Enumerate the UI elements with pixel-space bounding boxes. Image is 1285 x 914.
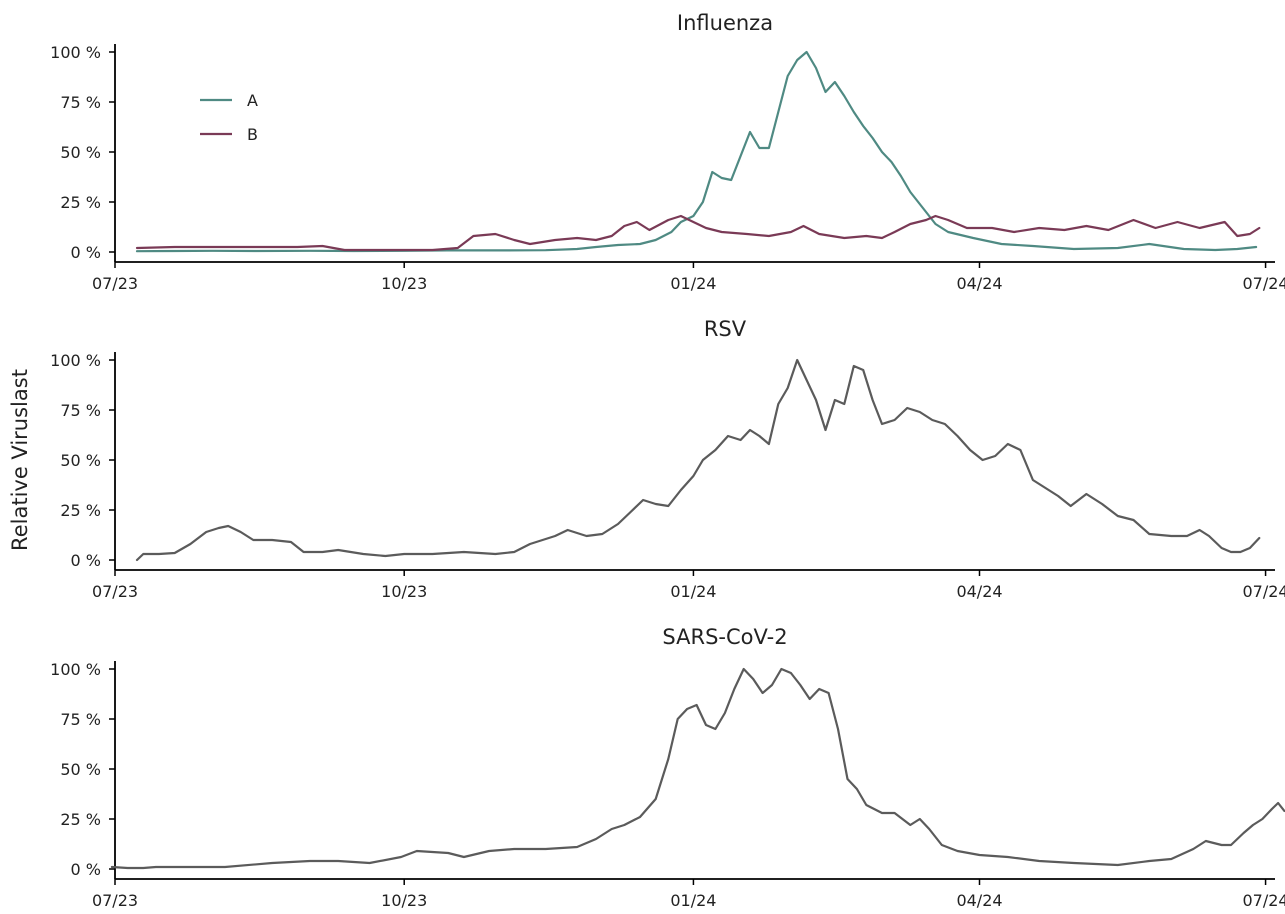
y-tick-label: 50 %	[60, 143, 101, 162]
y-axis-label: Relative Viruslast	[8, 369, 32, 551]
x-tick-label: 07/23	[92, 582, 138, 601]
y-tick-label: 75 %	[60, 93, 101, 112]
x-tick-label: 01/24	[670, 582, 716, 601]
y-tick-label: 75 %	[60, 401, 101, 420]
series-line-a	[135, 50, 1258, 253]
panel-title: Influenza	[677, 11, 773, 35]
y-tick-label: 50 %	[60, 451, 101, 470]
y-tick-label: 100 %	[50, 43, 101, 62]
series-line	[135, 358, 1261, 562]
panel-title: SARS-CoV-2	[662, 625, 787, 649]
x-tick-label: 07/23	[92, 891, 138, 910]
y-tick-label: 0 %	[71, 243, 101, 262]
y-tick-label: 100 %	[50, 660, 101, 679]
x-tick-label: 07/24	[1243, 891, 1285, 910]
x-tick-label: 07/24	[1243, 582, 1285, 601]
y-tick-label: 0 %	[71, 860, 101, 879]
x-tick-label: 01/24	[670, 891, 716, 910]
x-tick-label: 10/23	[381, 891, 427, 910]
x-tick-label: 07/24	[1243, 274, 1285, 293]
legend-label: B	[247, 125, 258, 144]
x-tick-label: 04/24	[956, 274, 1002, 293]
y-tick-label: 75 %	[60, 710, 101, 729]
x-tick-label: 04/24	[956, 582, 1002, 601]
series-line-b	[135, 214, 1261, 252]
panel-2: RSV 0 % 25 % 50 % 75 % 100 % 07/23 10/23 01/24 04…	[50, 317, 1285, 601]
y-tick-label: 25 %	[60, 193, 101, 212]
y-tick-label: 25 %	[60, 501, 101, 520]
x-tick-label: 01/24	[670, 274, 716, 293]
y-tick-label: 50 %	[60, 760, 101, 779]
panel-3: SARS-CoV-2 0 % 25 % 50 % 75 % 100 % 07/23 10/23…	[50, 625, 1285, 910]
panel-title: RSV	[704, 317, 747, 341]
panel-1: Influenza 0 % 25 % 50 % 75 % 100 % 07/23 10/23 0…	[50, 11, 1285, 293]
legend: AB	[200, 91, 258, 144]
y-tick-label: 25 %	[60, 810, 101, 829]
x-tick-label: 10/23	[381, 274, 427, 293]
y-tick-label: 0 %	[71, 551, 101, 570]
x-tick-label: 04/24	[956, 891, 1002, 910]
series-line	[110, 667, 1285, 870]
x-tick-label: 07/23	[92, 274, 138, 293]
x-tick-label: 10/23	[381, 582, 427, 601]
legend-label: A	[247, 91, 258, 110]
y-tick-label: 100 %	[50, 351, 101, 370]
